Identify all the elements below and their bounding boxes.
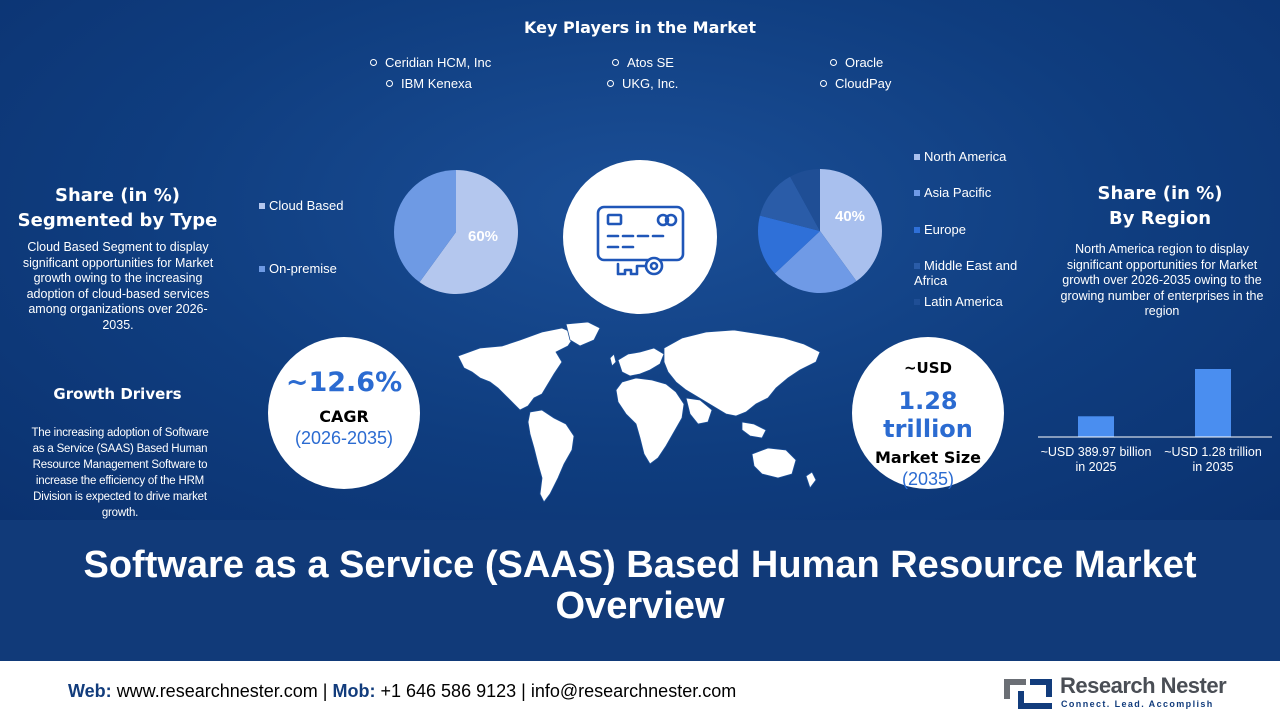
research-nester-logo: Research Nester Connect. Lead. Accomplis… <box>1000 673 1260 713</box>
legend-item: Europe <box>914 222 966 237</box>
pie-slice <box>758 215 820 274</box>
website-link[interactable]: www.researchnester.com <box>116 681 318 701</box>
key-player-item: Atos SE <box>612 55 674 70</box>
legend-swatch <box>914 298 920 305</box>
infographic-panel: Key Players in the Market Ceridian HCM, … <box>0 0 1280 520</box>
bullet-icon <box>607 80 614 88</box>
type-share-description: Cloud Based Segment to display significa… <box>22 240 214 332</box>
pie-slice <box>790 169 820 231</box>
bar-category-label: ~USD 389.97 billion in 2025 <box>1040 445 1152 474</box>
region-share-title: Share (in %) By Region <box>1097 183 1223 229</box>
key-player-item: Oracle <box>830 55 883 70</box>
region-pie-chart: 40% <box>758 169 882 293</box>
legend-swatch <box>914 189 920 196</box>
key-player-item: CloudPay <box>820 76 891 91</box>
bullet-icon <box>612 59 619 67</box>
research-nester-logo-icon <box>1004 679 1052 709</box>
legend-swatch <box>914 153 920 160</box>
cagr-period: (2026-2035) <box>294 428 394 448</box>
legend-swatch <box>259 265 265 272</box>
cagr-label: CAGR <box>319 407 369 426</box>
mob-label: Mob: <box>332 681 376 701</box>
bullet-icon <box>830 59 837 67</box>
key-player-item: IBM Kenexa <box>386 76 472 91</box>
email-link[interactable]: info@researchnester.com <box>530 681 737 701</box>
pie-data-label: 40% <box>835 208 865 225</box>
pie-slice <box>820 169 882 282</box>
pie-slice <box>419 170 518 294</box>
separator: | <box>322 681 328 701</box>
bullet-icon <box>820 80 827 88</box>
center-icon-circle <box>563 160 717 314</box>
legend-swatch <box>259 202 265 209</box>
world-map-icon <box>457 321 821 503</box>
pie-data-label: 60% <box>468 228 498 245</box>
brand-tagline: Connect. Lead. Accomplish <box>1061 699 1214 709</box>
separator: | <box>521 681 526 701</box>
bullet-icon <box>370 59 377 67</box>
market-size-value: 1.28 trillion <box>883 387 973 443</box>
market-size-circle: ~USD 1.28 trillion Market Size (2035) <box>852 337 1004 489</box>
market-size-prefix: ~USD <box>903 359 952 377</box>
credit-card-key-icon <box>596 205 685 276</box>
legend-item: Asia Pacific <box>914 185 991 200</box>
legend-item: North America <box>914 149 1006 164</box>
key-players-title: Key Players in the Market <box>524 18 756 37</box>
brand-name: Research Nester <box>1060 673 1227 698</box>
region-share-description: North America region to display signific… <box>1060 242 1264 319</box>
pie-slice <box>774 231 857 293</box>
web-label: Web: <box>68 681 112 701</box>
phone-number[interactable]: +1 646 586 9123 <box>380 681 517 701</box>
key-player-item: UKG, Inc. <box>607 76 678 91</box>
cagr-value: ~12.6% <box>285 367 403 398</box>
legend-item: Cloud Based <box>259 198 343 213</box>
market-size-bar-chart <box>1038 369 1272 438</box>
growth-drivers-title: Growth Drivers <box>53 385 182 403</box>
cagr-circle: ~12.6% CAGR (2026-2035) <box>268 337 420 489</box>
growth-drivers-description: The increasing adoption of Software as a… <box>31 427 209 519</box>
title-band <box>0 520 1280 661</box>
type-pie-chart: 60% <box>394 170 518 294</box>
footer <box>0 661 1280 720</box>
market-size-year: (2035) <box>901 469 955 489</box>
legend-item: Latin America <box>914 294 1003 309</box>
legend-item: On-premise <box>259 261 337 276</box>
legend-swatch <box>914 226 920 233</box>
legend-item: Middle East and Africa <box>914 258 1018 288</box>
pie-slice <box>394 170 456 283</box>
footer-contact: Web: www.researchnester.com | Mob: +1 64… <box>68 681 736 702</box>
bullet-icon <box>386 80 393 88</box>
legend-swatch <box>914 262 920 269</box>
page-title: Software as a Service (SAAS) Based Human… <box>83 544 1197 627</box>
key-player-item: Ceridian HCM, Inc <box>370 55 491 70</box>
bar <box>1195 369 1231 437</box>
pie-slice <box>759 176 820 231</box>
market-size-label: Market Size <box>874 448 982 467</box>
bar-category-label: ~USD 1.28 trillion in 2035 <box>1164 445 1262 474</box>
type-share-title: Share (in %) Segmented by Type <box>17 185 218 231</box>
bar <box>1078 416 1114 437</box>
